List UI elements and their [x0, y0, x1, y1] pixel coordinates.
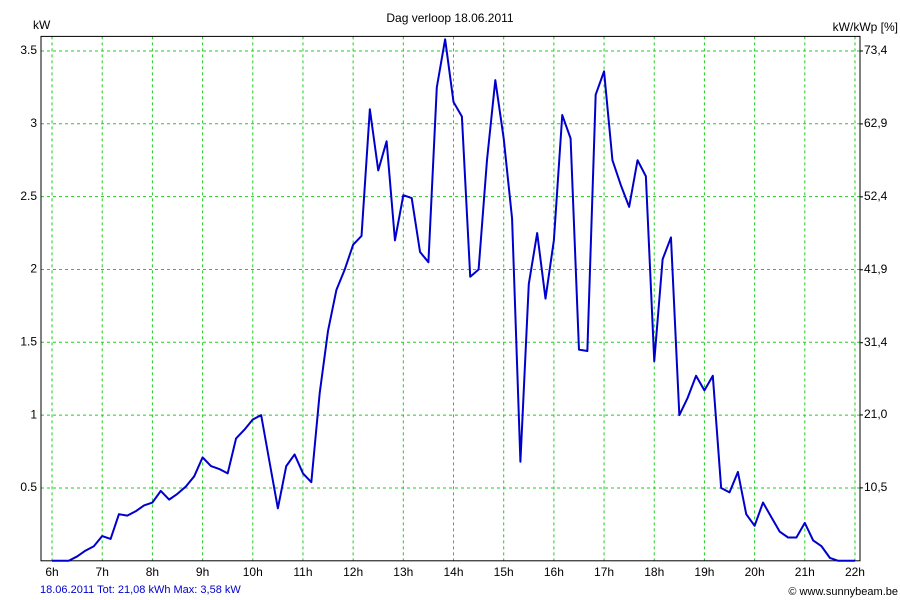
y-tick-label: 2: [30, 262, 37, 276]
x-tick-label: 9h: [196, 565, 209, 579]
x-tick-label: 22h: [845, 565, 865, 579]
x-tick-label: 6h: [45, 565, 58, 579]
y2-tick-label: 10,5: [864, 480, 888, 494]
y-tick-label: 1.5: [20, 334, 37, 348]
y-tick-label: 3.5: [20, 43, 37, 57]
footer-left: 18.06.2011 Tot: 21,08 kWh Max: 3,58 kW: [40, 584, 241, 596]
y2-tick-label: 21,0: [864, 407, 888, 421]
x-tick-label: 8h: [146, 565, 159, 579]
x-tick-label: 21h: [795, 565, 815, 579]
x-tick-label: 10h: [243, 565, 263, 579]
x-tick-label: 13h: [393, 565, 413, 579]
y2-tick-label: 73,4: [864, 43, 888, 57]
y-axis-label: kW: [33, 18, 51, 32]
x-tick-label: 15h: [494, 565, 514, 579]
x-tick-label: 7h: [96, 565, 109, 579]
chart-title: Dag verloop 18.06.2011: [386, 11, 514, 25]
footer-right: © www.sunnybeam.be: [788, 586, 898, 598]
y2-tick-label: 41,9: [864, 262, 888, 276]
x-tick-label: 18h: [644, 565, 664, 579]
y-tick-label: 3: [30, 116, 37, 130]
y-tick-label: 2.5: [20, 189, 37, 203]
plot-frame: [40, 35, 861, 562]
x-tick-label: 19h: [694, 565, 714, 579]
y2-tick-label: 31,4: [864, 335, 888, 349]
y2-axis-label: kW/kWp [%]: [833, 20, 898, 34]
y-tick-label: 1: [30, 407, 37, 421]
x-tick-label: 17h: [594, 565, 614, 579]
series-line: [52, 38, 855, 562]
y-tick-label: 0.5: [20, 480, 37, 494]
x-tick-label: 14h: [443, 565, 463, 579]
x-tick-label: 16h: [544, 565, 564, 579]
y2-tick-label: 52,4: [864, 189, 888, 203]
y2-tick-label: 62,9: [864, 116, 888, 130]
x-tick-label: 20h: [745, 565, 765, 579]
x-tick-label: 11h: [293, 565, 312, 579]
x-tick-label: 12h: [343, 565, 363, 579]
